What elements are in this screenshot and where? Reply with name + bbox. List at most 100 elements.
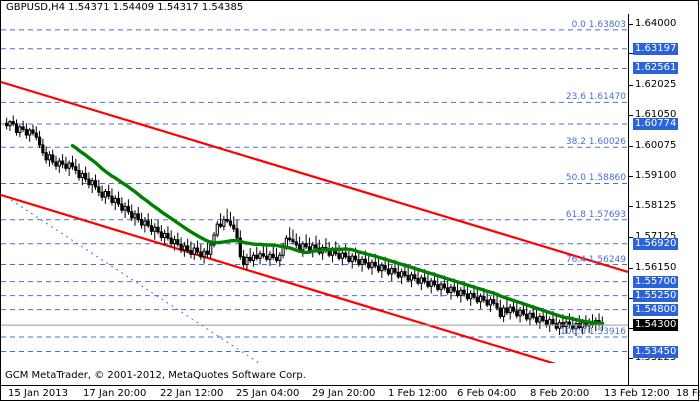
candle-body — [525, 313, 529, 320]
candle-body — [548, 319, 552, 326]
candle-body — [363, 258, 367, 264]
candle-body — [307, 246, 312, 252]
candle-body — [390, 268, 394, 275]
candle-body — [87, 178, 91, 186]
candle-body — [511, 306, 516, 312]
candle-body — [80, 173, 84, 179]
price-level-badge: 1.55250 — [633, 289, 679, 302]
candlestick-series — [5, 115, 604, 336]
candle-body — [100, 191, 104, 198]
chart-header: GBPUSD,H4 1.54371 1.54409 1.54317 1.5438… — [1, 1, 698, 14]
price-tick-label: 1.56150 — [635, 261, 677, 273]
fib-label-61-8: 61.8 1.57693 — [565, 209, 626, 220]
candle-body — [57, 160, 61, 167]
channel-upper-line — [1, 80, 628, 274]
price-tick — [629, 328, 633, 330]
candle-body — [41, 144, 45, 154]
price-level-badge: 1.63197 — [633, 42, 679, 55]
candle-body — [54, 161, 58, 167]
candle-body — [166, 232, 170, 239]
candle-body — [172, 239, 177, 245]
candle-body — [278, 254, 282, 261]
candle-body — [97, 186, 101, 193]
price-tick — [629, 115, 633, 117]
price-scale-separator — [628, 14, 629, 385]
candle-body — [340, 252, 344, 259]
candle-body — [218, 223, 223, 227]
candle-body — [485, 299, 489, 306]
candle-body — [498, 307, 502, 317]
time-scale[interactable]: 15 Jan 2013 17 Jan 20:00 22 Jan 12:00 25 Ja… — [0, 386, 700, 401]
candle-body — [146, 220, 150, 227]
price-tick-label: 1.64000 — [635, 17, 677, 29]
candle-body — [163, 232, 167, 239]
fib-label-0-0: 0.0 1.63803 — [571, 19, 626, 30]
candle-body — [544, 319, 549, 326]
candle-body — [60, 160, 65, 165]
candle-body — [271, 253, 275, 258]
candle-body — [64, 163, 68, 169]
candle-body — [386, 268, 391, 275]
candle-body — [380, 264, 384, 272]
candle-body — [347, 256, 351, 262]
candle-body — [429, 280, 433, 287]
candle-body — [11, 121, 15, 125]
candle-body — [202, 250, 206, 258]
price-level-badge: 1.55700 — [633, 275, 679, 288]
price-scale[interactable]: 1.640001.630501.620251.610501.600751.591… — [629, 0, 699, 385]
candle-body — [383, 264, 387, 270]
time-tick-label: 13 Feb 12:00 — [604, 388, 670, 399]
candle-body — [222, 218, 226, 227]
price-tick — [629, 145, 633, 147]
time-tick-label: 17 Jan 20:00 — [83, 388, 147, 399]
time-tick-label: 15 Jan 2013 — [8, 388, 68, 399]
time-tick-label: 18 Feb 04:00 — [676, 388, 700, 399]
candle-body — [130, 211, 134, 219]
candle-body — [139, 218, 144, 226]
candle-body — [156, 226, 160, 233]
candle-body — [472, 292, 476, 298]
price-tick — [629, 23, 633, 25]
candle-body — [274, 256, 279, 261]
candle-body — [169, 237, 173, 245]
fibonacci-fan-line — [10, 199, 260, 363]
candle-body — [123, 205, 127, 211]
candle-body — [21, 126, 25, 130]
candle-body — [176, 239, 180, 245]
candle-body — [179, 243, 183, 251]
candle-body — [482, 296, 486, 301]
candle-body — [502, 307, 506, 317]
candle-body — [74, 166, 78, 171]
candle-body — [409, 274, 414, 281]
candle-body — [413, 274, 417, 280]
candle-body — [195, 247, 200, 253]
candle-body — [90, 180, 94, 186]
candle-body — [446, 287, 450, 293]
candle-body — [376, 265, 381, 272]
candle-body — [18, 126, 22, 134]
candle-body — [192, 247, 196, 255]
price-level-badge: 1.56920 — [633, 237, 679, 250]
price-tick — [629, 175, 633, 177]
candle-body — [344, 252, 348, 258]
candle-body — [396, 271, 400, 278]
candle-body — [199, 251, 203, 258]
candle-body — [120, 203, 124, 211]
candle-body — [126, 205, 131, 213]
candle-body — [488, 299, 493, 306]
candle-body — [478, 296, 483, 303]
fib-label-100-0: 100.0 1.53916 — [560, 327, 626, 338]
candle-body — [462, 289, 466, 295]
candle-body — [242, 256, 246, 266]
candle-body — [403, 271, 407, 276]
candle-body — [521, 309, 525, 315]
candle-body — [8, 121, 12, 127]
price-tick — [629, 237, 633, 239]
candle-body — [143, 220, 147, 226]
candle-body — [350, 255, 354, 262]
symbol-ohlc-label: GBPUSD,H4 1.54371 1.54409 1.54317 1.5438… — [6, 2, 244, 13]
candle-body — [110, 195, 114, 203]
candle-body — [423, 277, 427, 283]
candle-body — [232, 224, 236, 230]
chart-plot-area[interactable]: 0.0 1.63803 23.6 1.61470 38.2 1.60026 50.0 … — [1, 14, 628, 363]
